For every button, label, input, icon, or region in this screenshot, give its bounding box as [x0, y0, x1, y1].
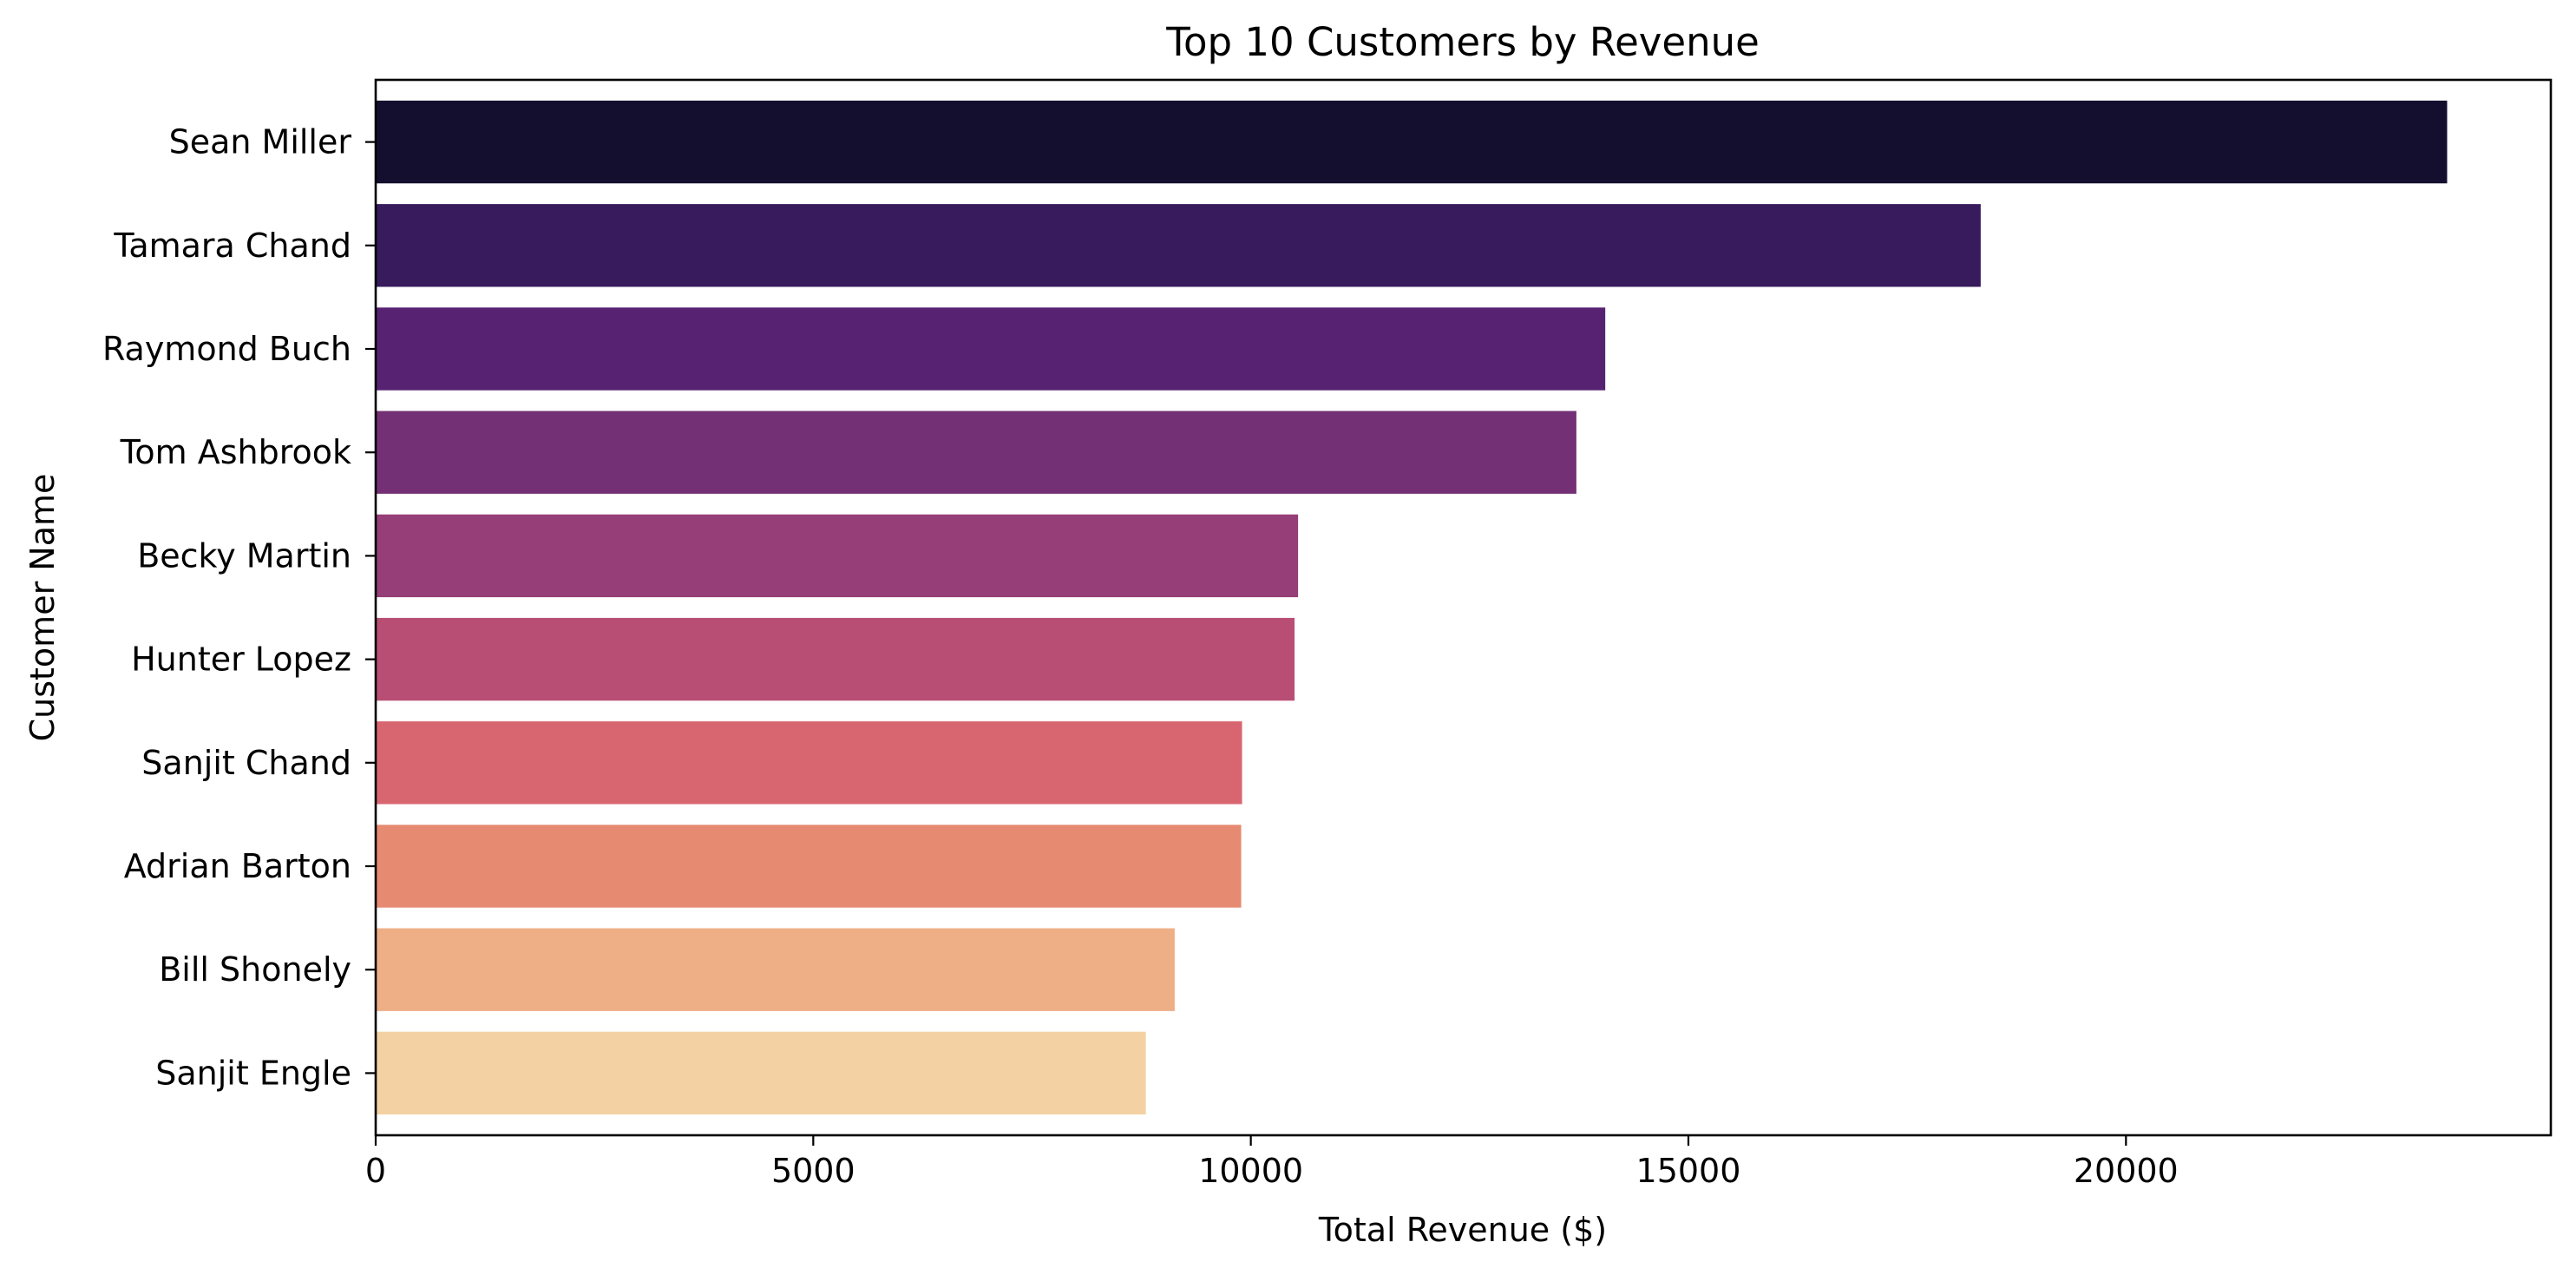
y-tick-label: Adrian Barton: [124, 847, 351, 885]
bar-raymond-buch: [376, 307, 1606, 391]
x-tick-label: 10000: [1198, 1152, 1303, 1190]
bar-tamara-chand: [376, 204, 1981, 287]
bar-adrian-barton: [376, 825, 1242, 908]
x-axis-ticks: 0 5000 10000 15000 20000: [365, 1135, 2179, 1190]
y-axis-label: Customer Name: [23, 474, 62, 742]
y-tick-label: Tom Ashbrook: [120, 433, 351, 471]
bar-sanjit-chand: [376, 721, 1242, 805]
x-tick-label: 0: [365, 1152, 386, 1190]
bar-sanjit-engle: [376, 1031, 1146, 1115]
bars-layer: [376, 100, 2448, 1115]
bar-sean-miller: [376, 100, 2448, 184]
plot-frame: [374, 78, 2553, 1137]
y-tick-label: Becky Martin: [137, 536, 351, 575]
y-tick-label: Bill Shonely: [159, 950, 351, 989]
y-tick-label: Hunter Lopez: [131, 641, 351, 679]
bar-bill-shonely: [376, 928, 1175, 1011]
bar-tom-ashbrook: [376, 411, 1576, 494]
x-axis-label: Total Revenue ($): [1318, 1211, 1607, 1249]
y-tick-label: Raymond Buch: [102, 330, 351, 368]
x-tick-label: 20000: [2074, 1152, 2179, 1190]
y-tick-label: Tamara Chand: [113, 227, 351, 265]
y-tick-label: Sanjit Chand: [141, 744, 351, 782]
x-tick-label: 15000: [1636, 1152, 1741, 1190]
bar-becky-martin: [376, 514, 1299, 598]
y-axis-ticks: Sean Miller Tamara Chand Raymond Buch Tom A…: [102, 123, 376, 1092]
y-tick-label: Sanjit Engle: [155, 1054, 351, 1092]
chart-title: Top 10 Customers by Revenue: [1165, 19, 1760, 65]
x-tick-label: 5000: [771, 1152, 855, 1190]
y-tick-label: Sean Miller: [169, 123, 352, 161]
bar-hunter-lopez: [376, 617, 1295, 701]
